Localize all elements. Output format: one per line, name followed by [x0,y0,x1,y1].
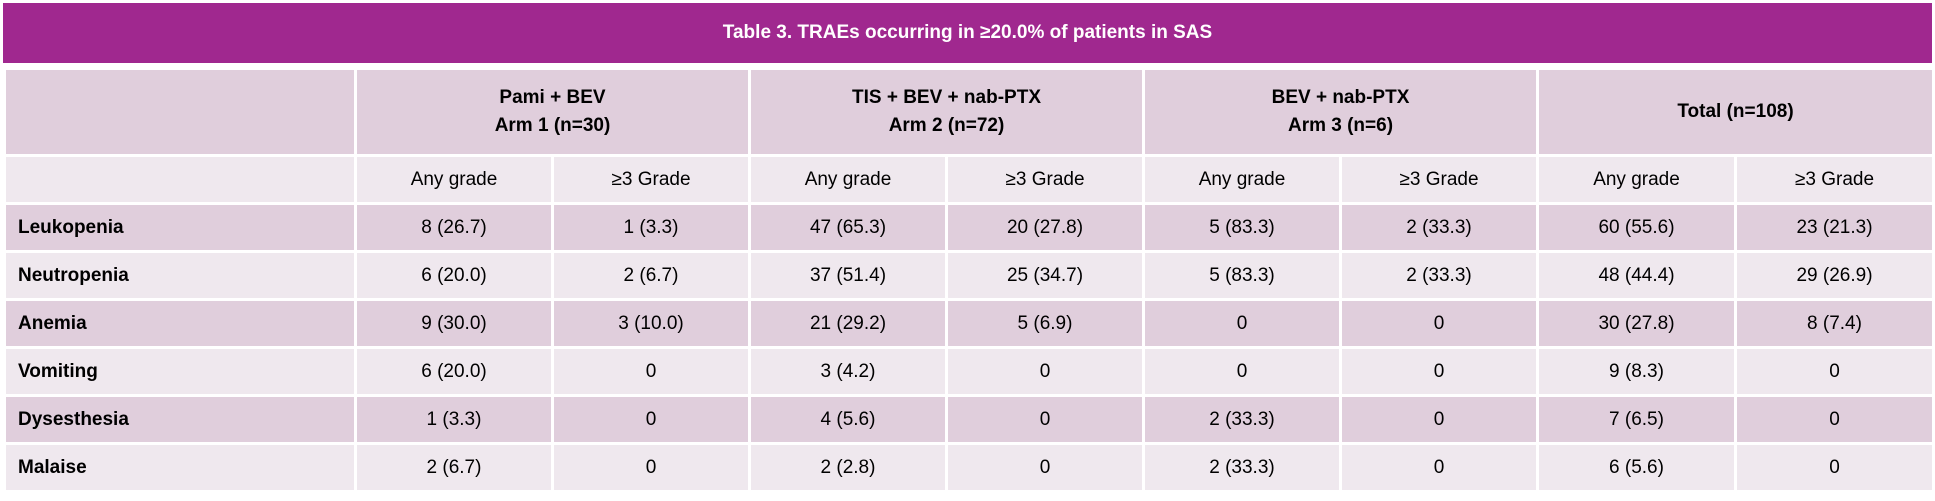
table-title: Table 3. TRAEs occurring in ≥20.0% of pa… [3,3,1932,63]
table-cell: 0 [1339,394,1539,445]
row-label: Malaise [3,442,357,493]
row-label: Vomiting [3,346,357,397]
table-container: Table 3. TRAEs occurring in ≥20.0% of pa… [3,3,1935,493]
table-row: Vomiting 6 (20.0) 0 3 (4.2) 0 0 0 9 (8.3… [3,346,1935,397]
table-cell: 2 (33.3) [1142,394,1342,445]
table-cell: 20 (27.8) [945,202,1145,253]
table-cell: 47 (65.3) [748,202,948,253]
table-cell: 0 [1339,442,1539,493]
subheader-cell: Any grade [1536,154,1737,205]
subheader-cell: ≥3 Grade [1339,154,1539,205]
subheader-cell: Any grade [354,154,554,205]
subheader-cell: Any grade [748,154,948,205]
table-cell: 2 (33.3) [1339,250,1539,301]
table-cell: 4 (5.6) [748,394,948,445]
table-cell: 3 (10.0) [551,298,751,349]
table-row: Neutropenia 6 (20.0) 2 (6.7) 37 (51.4) 2… [3,250,1935,301]
table-cell: 8 (26.7) [354,202,554,253]
trae-table: Pami + BEV Arm 1 (n=30) TIS + BEV + nab-P… [3,67,1935,493]
table-cell: 21 (29.2) [748,298,948,349]
row-label: Leukopenia [3,202,357,253]
table-row: Malaise 2 (6.7) 0 2 (2.8) 0 2 (33.3) 0 6… [3,442,1935,493]
total-header: Total (n=108) [1536,67,1935,157]
table-cell: 0 [551,442,751,493]
table-cell: 8 (7.4) [1734,298,1935,349]
subheader-cell: ≥3 Grade [945,154,1145,205]
table-cell: 0 [945,346,1145,397]
subheader-cell: ≥3 Grade [551,154,751,205]
table-cell: 9 (8.3) [1536,346,1737,397]
table-row: Anemia 9 (30.0) 3 (10.0) 21 (29.2) 5 (6.… [3,298,1935,349]
arm-2-header: TIS + BEV + nab-PTX Arm 2 (n=72) [748,67,1145,157]
table-cell: 25 (34.7) [945,250,1145,301]
table-row: Dysesthesia 1 (3.3) 0 4 (5.6) 0 2 (33.3)… [3,394,1935,445]
table-cell: 0 [1339,298,1539,349]
row-label: Dysesthesia [3,394,357,445]
table-cell: 0 [551,346,751,397]
row-label: Anemia [3,298,357,349]
table-cell: 3 (4.2) [748,346,948,397]
table-cell: 37 (51.4) [748,250,948,301]
row-label: Neutropenia [3,250,357,301]
table-cell: 0 [551,394,751,445]
arm-3-header: BEV + nab-PTX Arm 3 (n=6) [1142,67,1539,157]
table-cell: 2 (6.7) [551,250,751,301]
corner-cell [3,154,357,205]
subheader-cell: ≥3 Grade [1734,154,1935,205]
table-cell: 5 (83.3) [1142,202,1342,253]
table-cell: 9 (30.0) [354,298,554,349]
table-cell: 0 [1142,346,1342,397]
table-cell: 5 (6.9) [945,298,1145,349]
table-cell: 60 (55.6) [1536,202,1737,253]
corner-cell [3,67,357,157]
table-cell: 0 [945,394,1145,445]
table-cell: 6 (5.6) [1536,442,1737,493]
table-cell: 0 [1339,346,1539,397]
grade-subheader-row: Any grade ≥3 Grade Any grade ≥3 Grade An… [3,154,1935,205]
table-cell: 30 (27.8) [1536,298,1737,349]
table-cell: 29 (26.9) [1734,250,1935,301]
table-cell: 0 [1734,394,1935,445]
table-cell: 2 (33.3) [1339,202,1539,253]
table-cell: 2 (2.8) [748,442,948,493]
table-cell: 2 (6.7) [354,442,554,493]
table-cell: 5 (83.3) [1142,250,1342,301]
table-cell: 0 [1734,442,1935,493]
table-row: Leukopenia 8 (26.7) 1 (3.3) 47 (65.3) 20… [3,202,1935,253]
table-cell: 6 (20.0) [354,346,554,397]
subheader-cell: Any grade [1142,154,1342,205]
table-cell: 0 [1142,298,1342,349]
table-cell: 7 (6.5) [1536,394,1737,445]
table-cell: 0 [1734,346,1935,397]
table-cell: 48 (44.4) [1536,250,1737,301]
table-cell: 6 (20.0) [354,250,554,301]
table-cell: 1 (3.3) [354,394,554,445]
table-cell: 1 (3.3) [551,202,751,253]
arm-1-header: Pami + BEV Arm 1 (n=30) [354,67,751,157]
table-cell: 2 (33.3) [1142,442,1342,493]
table-cell: 0 [945,442,1145,493]
arm-header-row: Pami + BEV Arm 1 (n=30) TIS + BEV + nab-P… [3,67,1935,157]
table-cell: 23 (21.3) [1734,202,1935,253]
